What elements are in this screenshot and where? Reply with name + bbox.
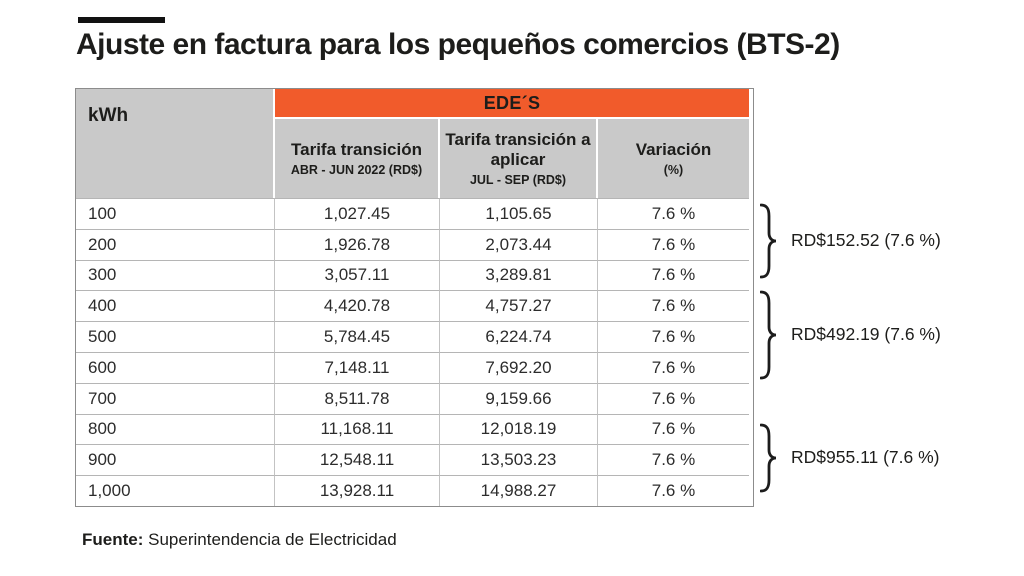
variacion-cell: 7.6 % — [598, 228, 749, 260]
kwh-header-cell: kWh — [76, 89, 275, 198]
col-header-title: Variación — [635, 139, 712, 159]
col-header-title: Tarifa transición a aplicar — [445, 129, 591, 169]
tarifa-abr-jun-cell: 1,027.45 — [275, 198, 440, 229]
variacion-cell: 7.6 % — [598, 475, 749, 506]
kwh-cell: 200 — [76, 228, 275, 260]
kwh-cell: 1,000 — [76, 475, 275, 506]
kwh-cell: 400 — [76, 290, 275, 322]
variacion-cell: 7.6 % — [598, 290, 749, 322]
variacion-cell: 7.6 % — [598, 351, 749, 383]
tarifa-jul-sep-cell: 14,988.27 — [440, 475, 598, 506]
tarifa-jul-sep-cell: 7,692.20 — [440, 351, 598, 383]
variacion-cell: 7.6 % — [598, 321, 749, 352]
variacion-cell: 7.6 % — [598, 382, 749, 414]
kwh-cell: 600 — [76, 351, 275, 383]
tarifa-jul-sep-cell: 2,073.44 — [440, 228, 598, 260]
tarifa-jul-sep-cell: 1,105.65 — [440, 198, 598, 229]
kicker-bar — [78, 17, 165, 23]
col-header-tarifa-transicion: Tarifa transición ABR - JUN 2022 (RD$) — [275, 119, 440, 198]
tarifa-jul-sep-cell: 12,018.19 — [440, 413, 598, 445]
brace-icon — [760, 203, 782, 279]
tarifa-jul-sep-cell: 13,503.23 — [440, 444, 598, 476]
tarifa-jul-sep-cell: 4,757.27 — [440, 290, 598, 322]
group-annotation-label: RD$152.52 (7.6 %) — [791, 230, 941, 250]
col-header-title: Tarifa transición — [291, 139, 422, 159]
kwh-cell: 800 — [76, 413, 275, 445]
variacion-cell: 7.6 % — [598, 198, 749, 229]
tarifa-jul-sep-cell: 3,289.81 — [440, 259, 598, 291]
kwh-cell: 300 — [76, 259, 275, 291]
kwh-cell: 100 — [76, 198, 275, 229]
kwh-cell: 700 — [76, 382, 275, 414]
col-header-subtitle: ABR - JUN 2022 (RD$) — [290, 163, 423, 178]
edes-group-header: EDE´S — [275, 89, 749, 119]
col-header-subtitle: JUL - SEP (RD$) — [469, 173, 567, 188]
variacion-cell: 7.6 % — [598, 259, 749, 291]
brace-icon — [760, 423, 782, 493]
tarifa-abr-jun-cell: 8,511.78 — [275, 382, 440, 414]
source-label: Fuente: — [82, 530, 144, 549]
tarifa-abr-jun-cell: 12,548.11 — [275, 444, 440, 476]
tarifa-abr-jun-cell: 1,926.78 — [275, 228, 440, 260]
group-annotation-label: RD$492.19 (7.6 %) — [791, 324, 941, 344]
group-annotation-label: RD$955.11 (7.6 %) — [791, 447, 940, 467]
tarifa-abr-jun-cell: 4,420.78 — [275, 290, 440, 322]
tarifa-abr-jun-cell: 5,784.45 — [275, 321, 440, 352]
tarifa-jul-sep-cell: 6,224.74 — [440, 321, 598, 352]
tarifa-abr-jun-cell: 3,057.11 — [275, 259, 440, 291]
tarifa-abr-jun-cell: 13,928.11 — [275, 475, 440, 506]
source-note: Fuente: Superintendencia de Electricidad — [82, 530, 397, 550]
col-header-variacion: Variación (%) — [598, 119, 749, 198]
page-title: Ajuste en factura para los pequeños come… — [76, 28, 840, 61]
tarifa-jul-sep-cell: 9,159.66 — [440, 382, 598, 414]
tarifa-abr-jun-cell: 11,168.11 — [275, 413, 440, 445]
variacion-cell: 7.6 % — [598, 444, 749, 476]
source-text: Superintendencia de Electricidad — [148, 530, 397, 549]
col-header-tarifa-aplicar: Tarifa transición a aplicar JUL - SEP (R… — [440, 119, 598, 198]
tarifa-abr-jun-cell: 7,148.11 — [275, 351, 440, 383]
kwh-cell: 500 — [76, 321, 275, 352]
col-header-subtitle: (%) — [663, 163, 684, 178]
kwh-cell: 900 — [76, 444, 275, 476]
variacion-cell: 7.6 % — [598, 413, 749, 445]
brace-icon — [760, 290, 782, 380]
tariff-table: kWh EDE´S Tarifa transición ABR - JUN 20… — [75, 88, 754, 507]
